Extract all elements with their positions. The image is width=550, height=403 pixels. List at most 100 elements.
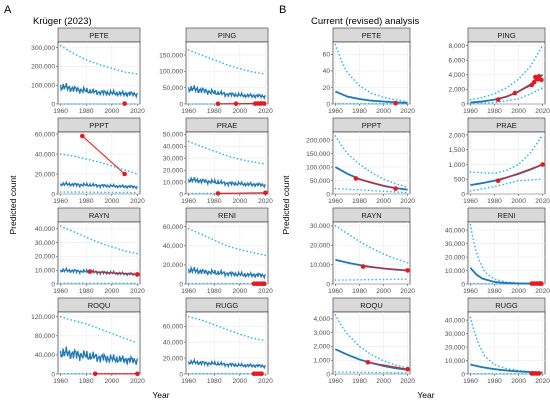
facet-b-prae-upper-bound — [469, 134, 544, 175]
facet-a-pete-fitted-line — [59, 82, 138, 100]
facet-a-ping-xtick-label: 2020 — [258, 108, 273, 115]
facet-b-pete-ytick-label: 60 — [323, 52, 331, 59]
facet-b-prae: PRAE 0 500 1,000 1,500 2,000 1960 1980 2000 2020 — [448, 117, 550, 205]
facet-a-pete-ytick-label: 200,000 — [31, 64, 55, 71]
facet-b-prae-xtick-label: 1960 — [463, 198, 478, 205]
facet-a-pppt-observed-point — [80, 133, 85, 139]
facet-b-rayn-xtick-label: 2020 — [400, 288, 415, 295]
facet-a-rayn-observed-point — [87, 269, 93, 274]
facet-a-rayn-ytick-label: 20,000 — [35, 254, 56, 261]
facet-a-rayn-strip-label: RAYN — [89, 211, 109, 220]
facet-a-ping-xtick-label: 1980 — [207, 108, 222, 115]
facet-b-pppt-xtick-label: 1960 — [328, 198, 343, 205]
facet-b-rugg-plot-area — [467, 311, 546, 375]
facet-a-reni-ytick-label: 20,000 — [163, 262, 184, 269]
facet-a-reni-xtick-label: 1980 — [207, 288, 222, 295]
facet-a-reni-ytick-label: 0 — [179, 281, 183, 288]
facet-a-prae-strip-label: PRAE — [217, 121, 237, 130]
facet-a-reni-strip-label: RENI — [218, 211, 236, 220]
facet-b-reni-strip-label: RENI — [498, 211, 516, 220]
facet-a-reni: RENI 0 20,000 40,000 60,000 1960 1980 2000 2020 — [163, 207, 273, 295]
facet-b-rayn-observed-point — [405, 268, 410, 273]
facet-b-rayn-xtick-label: 1960 — [328, 288, 343, 295]
facet-a-rayn: RAYN 0 10,000 20,000 30,000 40,000 1960 1980 200… — [35, 207, 145, 295]
facet-a-rugg-ytick-label: 0 — [179, 371, 183, 378]
facet-b-pppt-xtick-label: 2020 — [400, 198, 415, 205]
facet-b-prae-observed-point — [540, 162, 545, 167]
facet-b-pppt-plot-area — [332, 131, 411, 195]
x-axis-title-b: Year — [417, 390, 434, 400]
facet-b-ping-observed-point — [539, 77, 544, 83]
facet-a-pppt-ytick-label: 40,000 — [35, 151, 56, 158]
facet-b-prae-strip-label: PRAE — [496, 121, 516, 130]
facet-b-pete-xtick-label: 1980 — [352, 108, 367, 115]
facet-a-roqu-ytick-label: 80,000 — [35, 333, 56, 340]
facet-b-prae-ytick-label: 1,000 — [448, 162, 465, 169]
facet-b-ping-observed-point — [512, 90, 518, 96]
facet-a-ping-fitted-line — [187, 85, 266, 101]
facet-b-reni-ytick-label: 0 — [461, 281, 465, 288]
facet-a-pete-ytick-label: 100,000 — [31, 83, 55, 90]
facet-b-roqu-ytick-label: 4,000 — [313, 316, 330, 323]
facet-b-ping-ytick-label: 2,000 — [448, 87, 465, 94]
facet-a-ping-upper-bound — [187, 49, 267, 75]
facet-b-pete-strip-label: PETE — [362, 31, 382, 40]
facet-b-rugg-ytick-label: 10,000 — [445, 358, 466, 365]
facet-b-ping-lower-bound — [469, 87, 544, 105]
facet-a-pete: PETE 0 100,000 200,000 300,000 1960 1980 2000 20… — [31, 27, 145, 115]
facet-a-pppt-ytick-label: 20,000 — [35, 171, 56, 178]
facet-b-reni-ytick-label: 40,000 — [445, 227, 466, 234]
facet-a-rugg-ytick-label: 20,000 — [163, 355, 184, 362]
facet-b-reni-xtick-label: 1980 — [487, 288, 502, 295]
facet-b-roqu-ytick-label: 1,000 — [313, 358, 330, 365]
facet-a-roqu-ytick-label: 120,000 — [31, 314, 55, 321]
facet-b-prae-xtick-label: 2000 — [511, 198, 526, 205]
facet-b-prae-observed-line — [497, 163, 543, 182]
facet-b-pppt-ytick-label: 50,000 — [310, 178, 331, 185]
facet-b-rayn-ytick-label: 30,000 — [310, 223, 331, 230]
facet-b-ping-xtick-label: 2020 — [535, 108, 550, 115]
facet-b-pete-observed-point — [393, 100, 398, 106]
facet-a-rugg-observed-point — [259, 371, 264, 377]
facet-a-rugg-xtick-label: 1980 — [207, 378, 222, 385]
facet-b-ping-strip-label: PING — [497, 31, 516, 40]
facet-a-rayn-xtick-label: 1980 — [79, 288, 94, 295]
facet-a-rugg-ytick-label: 40,000 — [163, 340, 184, 347]
facet-b-roqu-ytick-label: 3,000 — [313, 330, 330, 337]
facet-b-rayn-upper-bound — [334, 225, 409, 264]
facet-a-reni-xtick-label: 2000 — [232, 288, 247, 295]
facet-b-pete-xtick-label: 2020 — [400, 108, 415, 115]
facet-b-roqu-observed-point — [405, 366, 410, 372]
facet-a-reni-xtick-label: 2020 — [258, 288, 273, 295]
facet-a-roqu-strip-label: ROQU — [88, 301, 111, 310]
facet-b-rugg-xtick-label: 1980 — [487, 378, 502, 385]
facet-b-ping: PING 0 2,000 4,000 6,000 8,000 1960 1980 2000 202… — [448, 27, 550, 115]
facet-b-reni-ytick-label: 30,000 — [445, 241, 466, 248]
facet-b-prae-ytick-label: 500 — [454, 177, 465, 184]
facet-b-prae-plot-area — [467, 131, 546, 195]
facet-b-pppt-ytick-label: 150,000 — [306, 151, 330, 158]
facet-b-rugg-strip-label: RUGG — [495, 301, 518, 310]
facet-a-ping: PING 0 50,000 100,000 150,000 1960 1980 2000 202… — [159, 27, 273, 115]
facet-b-roqu-plot-area — [332, 311, 411, 375]
facet-a-rayn-observed-point — [135, 272, 140, 277]
facet-b-pete-upper-bound — [334, 43, 409, 103]
facet-b-pppt-xtick-label: 2000 — [376, 198, 391, 205]
facet-b-reni-ytick-label: 20,000 — [445, 254, 466, 261]
facet-a-prae-observed-point — [263, 190, 268, 196]
facet-b-ping-observed-point — [531, 79, 537, 85]
facet-a-prae-fitted-line — [187, 176, 266, 189]
facet-b-reni: RENI 0 10,000 20,000 30,000 40,000 1960 1980 200… — [445, 207, 550, 295]
facet-b-rayn-xtick-label: 1980 — [352, 288, 367, 295]
facet-b-roqu-ytick-label: 0 — [326, 371, 330, 378]
x-axis-title-a: Year — [152, 390, 169, 400]
facet-b-rugg-xtick-label: 2000 — [511, 378, 526, 385]
facet-a-rayn-xtick-label: 2020 — [130, 288, 145, 295]
facet-a-roqu: ROQU 0 40,000 80,000 120,000 1960 1980 2000 2020 — [31, 297, 145, 385]
facet-b-ping-ytick-label: 8,000 — [448, 43, 465, 50]
panel-a-title: Krüger (2023) — [33, 16, 92, 27]
facet-b-rugg-ytick-label: 0 — [461, 371, 465, 378]
facet-a-prae-ytick-label: 10,000 — [163, 179, 184, 186]
facet-b-rayn-ytick-label: 0 — [326, 281, 330, 288]
